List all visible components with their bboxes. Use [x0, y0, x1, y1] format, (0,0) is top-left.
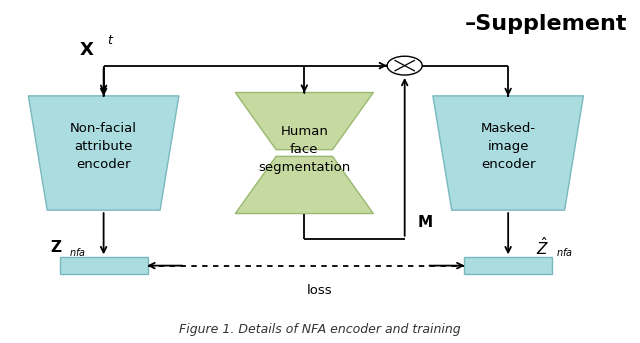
- Polygon shape: [433, 96, 584, 210]
- Bar: [60, 257, 148, 274]
- Text: $\hat{Z}$: $\hat{Z}$: [536, 236, 550, 258]
- Text: $\mathbf{Z}$: $\mathbf{Z}$: [51, 239, 63, 255]
- Text: Human
face
segmentation: Human face segmentation: [258, 125, 351, 174]
- Polygon shape: [28, 96, 179, 210]
- Text: –Supplement: –Supplement: [465, 13, 627, 34]
- Circle shape: [387, 56, 422, 75]
- Text: $nfa$: $nfa$: [556, 246, 573, 258]
- Text: loss: loss: [307, 284, 333, 297]
- Text: $\mathbf{M}$: $\mathbf{M}$: [417, 214, 433, 230]
- Text: $nfa$: $nfa$: [69, 246, 86, 258]
- Text: Masked-
image
encoder: Masked- image encoder: [481, 122, 536, 171]
- Text: Figure 1. Details of NFA encoder and training: Figure 1. Details of NFA encoder and tra…: [179, 323, 461, 336]
- Polygon shape: [236, 156, 373, 213]
- Text: $\mathbf{X}$: $\mathbf{X}$: [79, 42, 94, 59]
- Text: Non-facial
attribute
encoder: Non-facial attribute encoder: [70, 122, 137, 171]
- Polygon shape: [236, 93, 373, 150]
- Bar: [464, 257, 552, 274]
- Text: $t$: $t$: [107, 34, 114, 47]
